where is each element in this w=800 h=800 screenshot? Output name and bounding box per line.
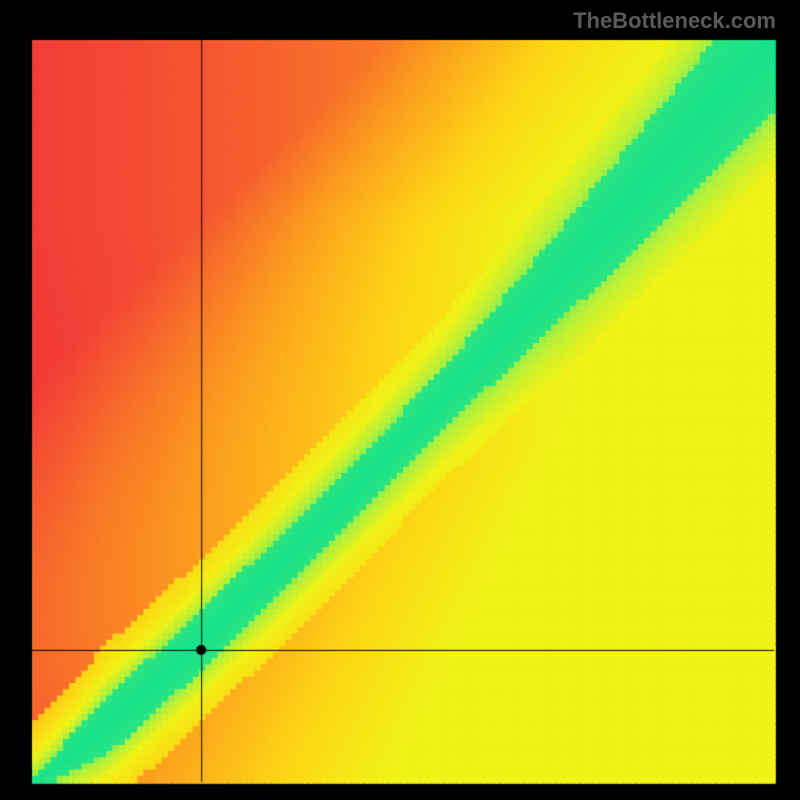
- chart-container: TheBottleneck.com: [0, 0, 800, 800]
- bottleneck-heatmap-canvas: [0, 0, 800, 800]
- watermark-text: TheBottleneck.com: [573, 8, 776, 34]
